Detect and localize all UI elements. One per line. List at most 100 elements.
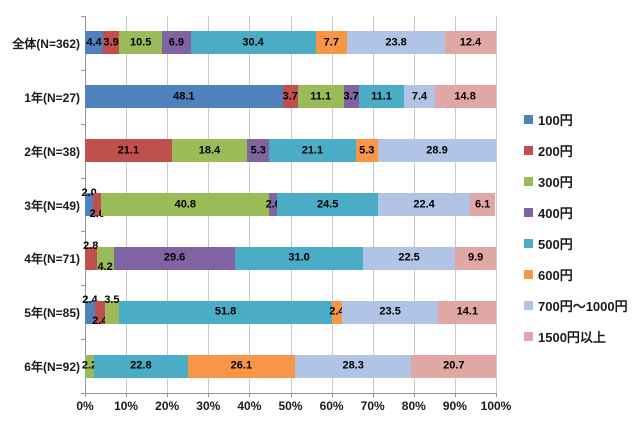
bar-segment: 5.3 [247,139,270,163]
bar-segment: 24.5 [277,193,379,216]
segment-label: 3.9 [103,36,119,49]
legend-label: 400円 [538,206,573,221]
legend-item: 100円 [524,110,628,129]
bar-segment: 21.1 [269,139,356,163]
bar-segment: 4.2 [96,246,114,273]
category-label: 全体(N=362) [12,36,80,51]
bar-segment: 2.0 [90,193,105,220]
category-tick [81,231,85,233]
bar-segment: 22.5 [362,246,456,270]
bar-segment: 6.9 [162,31,191,55]
legend-item: 600円 [524,265,628,284]
bar-segment: 18.4 [171,139,248,163]
legend-item: 700円～1000円 [524,296,628,315]
legend-swatch-icon [524,115,533,124]
bar-segment: 3.7 [343,85,359,109]
x-tick-label: 50% [278,399,303,413]
bar-row: 4.4 3.9 10.5 6.9 30.4 7.7 23.8 12.4 [85,31,496,55]
bar-segment: 4.4 [85,31,104,55]
segment-label: 5.3 [250,144,266,157]
category-label: 6年(N=92) [24,360,80,375]
segment-label: 22.4 [413,198,435,210]
segment-label: 30.4 [242,36,264,49]
legend-swatch-icon [524,146,533,155]
category-tick [81,177,85,179]
x-tick [454,393,456,397]
category-label: 1年(N=27) [24,90,80,105]
bar-segment: 40.8 [101,193,270,216]
segment-label: 31.0 [288,251,310,264]
gridline [496,16,497,393]
segment-label: 23.8 [385,36,407,49]
category-tick [81,123,85,125]
x-tick [85,393,86,397]
bar-segment: 2.4 [92,300,107,327]
category-label: 4年(N=71) [24,252,80,267]
legend-label: 100円 [538,113,573,128]
segment-label: 3.7 [282,90,298,103]
bar-segment: 23.8 [347,31,445,55]
segment-label: 20.7 [443,359,465,372]
segment-label: 51.8 [214,305,237,318]
bar-segment: 5.3 [355,139,378,163]
segment-label: 28.9 [426,144,448,157]
legend-item: 400円 [524,203,628,222]
segment-label: 11.1 [310,90,332,103]
bar-row: 2.8 4.2 29.6 31.0 22.5 9.9 [83,240,496,273]
bar-segment: 30.4 [190,31,316,55]
legend-swatch-icon [524,270,533,279]
bar-segment: 2.4 [329,300,345,324]
segment-label: 22.8 [130,359,152,372]
segment-label: 28.3 [342,359,364,372]
segment-label: 26.1 [230,359,253,372]
category-label: 3年(N=49) [24,198,80,213]
category-tick [81,393,85,394]
legend-item: 300円 [524,172,628,191]
bar-row: 2.4 2.4 3.5 51.8 2.4 23.5 14.1 [82,294,497,327]
x-tick-label: 80% [401,399,426,413]
segment-label: 40.8 [174,198,196,210]
legend-swatch-icon [524,332,533,341]
bar-segment: 23.5 [341,300,439,324]
category-label: 2年(N=38) [24,144,80,159]
segment-label: 23.5 [379,305,401,318]
x-tick-label: 90% [442,399,467,413]
bar-segment: 11.1 [358,85,405,109]
bar-segment: 28.9 [377,139,497,163]
segment-label: 7.7 [323,36,339,49]
bar-segment: 2.0 [81,187,97,216]
bar-segment: 6.1 [470,193,496,216]
x-tick [496,393,497,397]
bar-row: 21.1 18.4 5.3 21.1 5.3 28.9 [85,139,497,163]
bar-segment: 51.8 [119,300,332,324]
x-tick [208,393,210,397]
legend-label: 700円～1000円 [538,299,628,314]
bar-segment: 3.5 [104,294,120,324]
segment-label: 24.5 [316,198,339,210]
x-tick [413,393,415,397]
bar-segment: 29.6 [113,246,236,270]
segment-label: 9.9 [467,251,484,264]
segment-label: 14.8 [454,90,476,103]
segment-label: 22.5 [398,251,420,264]
segment-label: 48.1 [173,90,195,103]
bar-segment: 14.1 [438,300,497,324]
x-tick-label: 20% [155,399,180,413]
category-tick [81,285,85,287]
x-tick [167,393,169,397]
bar-row: 48.1 3.7 11.1 3.7 11.1 7.4 14.8 [85,85,496,109]
legend-label: 1500円以上 [538,330,606,345]
category-tick [81,69,85,71]
x-tick [290,393,292,397]
bar-segment: 22.8 [94,354,188,378]
legend-swatch-icon [524,208,533,217]
category-label: 5年(N=85) [24,306,80,321]
bar-segment: 9.9 [455,246,496,270]
bar-row: 2.2 22.8 26.1 28.3 20.7 [82,354,497,378]
x-tick-label: 60% [319,399,344,413]
legend-item: 500円 [524,234,628,253]
legend-label: 500円 [538,237,573,252]
bar-segment: 22.4 [378,193,471,216]
bar-segment: 3.7 [282,85,298,109]
legend-swatch-icon [524,301,533,310]
